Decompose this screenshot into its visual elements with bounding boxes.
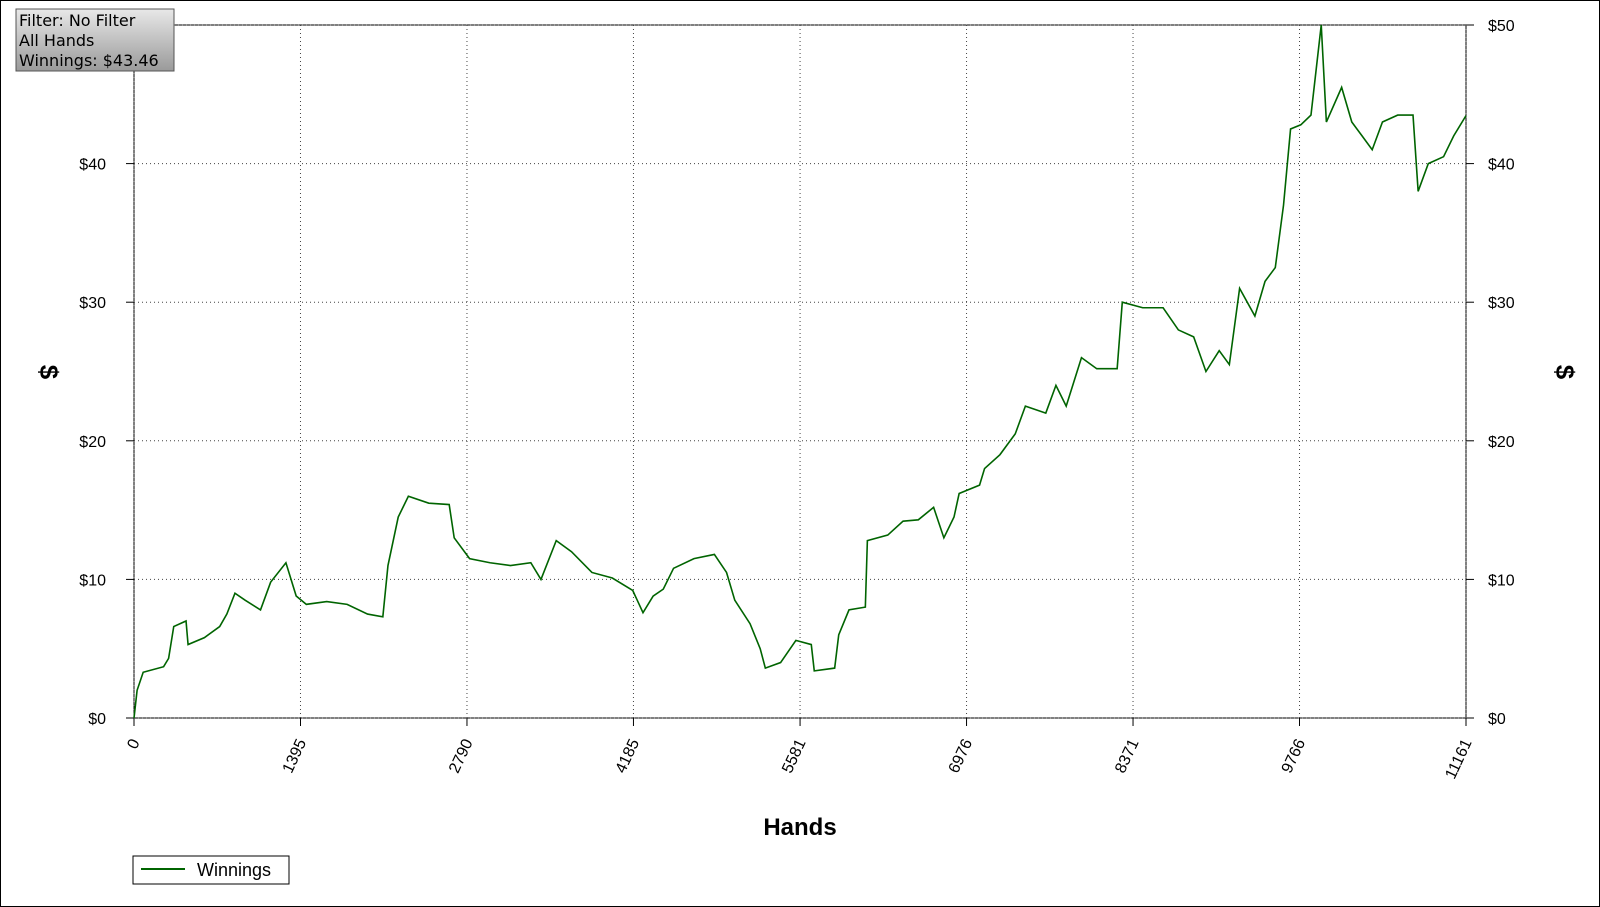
line xyxy=(133,24,1467,719)
info-text: All Hands xyxy=(19,31,94,50)
y2-tick-label: $50 xyxy=(1488,18,1515,35)
y-tick-label: $10 xyxy=(79,572,106,589)
y-tick-label: $40 xyxy=(79,157,106,174)
info-box xyxy=(15,8,175,72)
x-axis-title: Hands xyxy=(763,814,836,841)
y2-tick-label: $0 xyxy=(1488,711,1506,728)
y-axis-title: $ xyxy=(34,365,64,380)
y2-tick-label: $40 xyxy=(1488,157,1515,174)
y2-tick-label: $10 xyxy=(1488,572,1515,589)
y2-axis-title: $ xyxy=(1550,365,1580,380)
y2-tick-label: $20 xyxy=(1488,434,1515,451)
y-tick-label: $20 xyxy=(79,434,106,451)
info-text: Filter: No Filter xyxy=(19,11,136,30)
info-text: Winnings: $43.46 xyxy=(19,51,159,70)
y-tick-label: $0 xyxy=(88,711,106,728)
y2-tick-label: $30 xyxy=(1488,295,1515,312)
y-tick-label: $30 xyxy=(79,295,106,312)
legend-label: Winnings xyxy=(197,860,271,880)
